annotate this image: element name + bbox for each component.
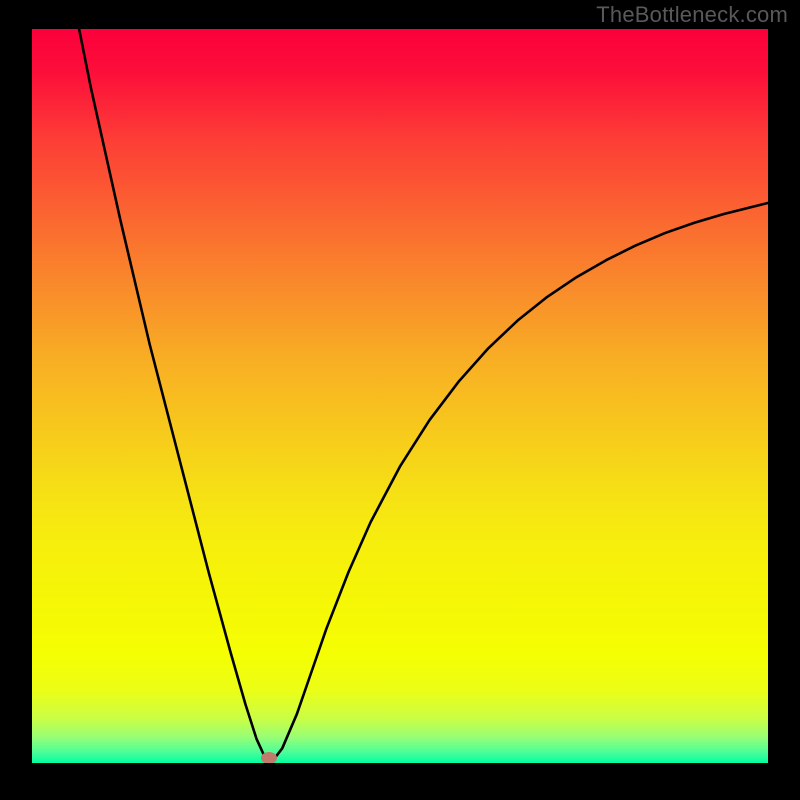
frame-right <box>768 0 800 800</box>
bottleneck-curve <box>32 29 768 763</box>
frame-bottom <box>0 763 800 800</box>
minimum-marker <box>261 752 277 763</box>
watermark-text: TheBottleneck.com <box>596 2 788 28</box>
chart-canvas: TheBottleneck.com <box>0 0 800 800</box>
frame-left <box>0 0 32 800</box>
plot-area <box>32 29 768 763</box>
